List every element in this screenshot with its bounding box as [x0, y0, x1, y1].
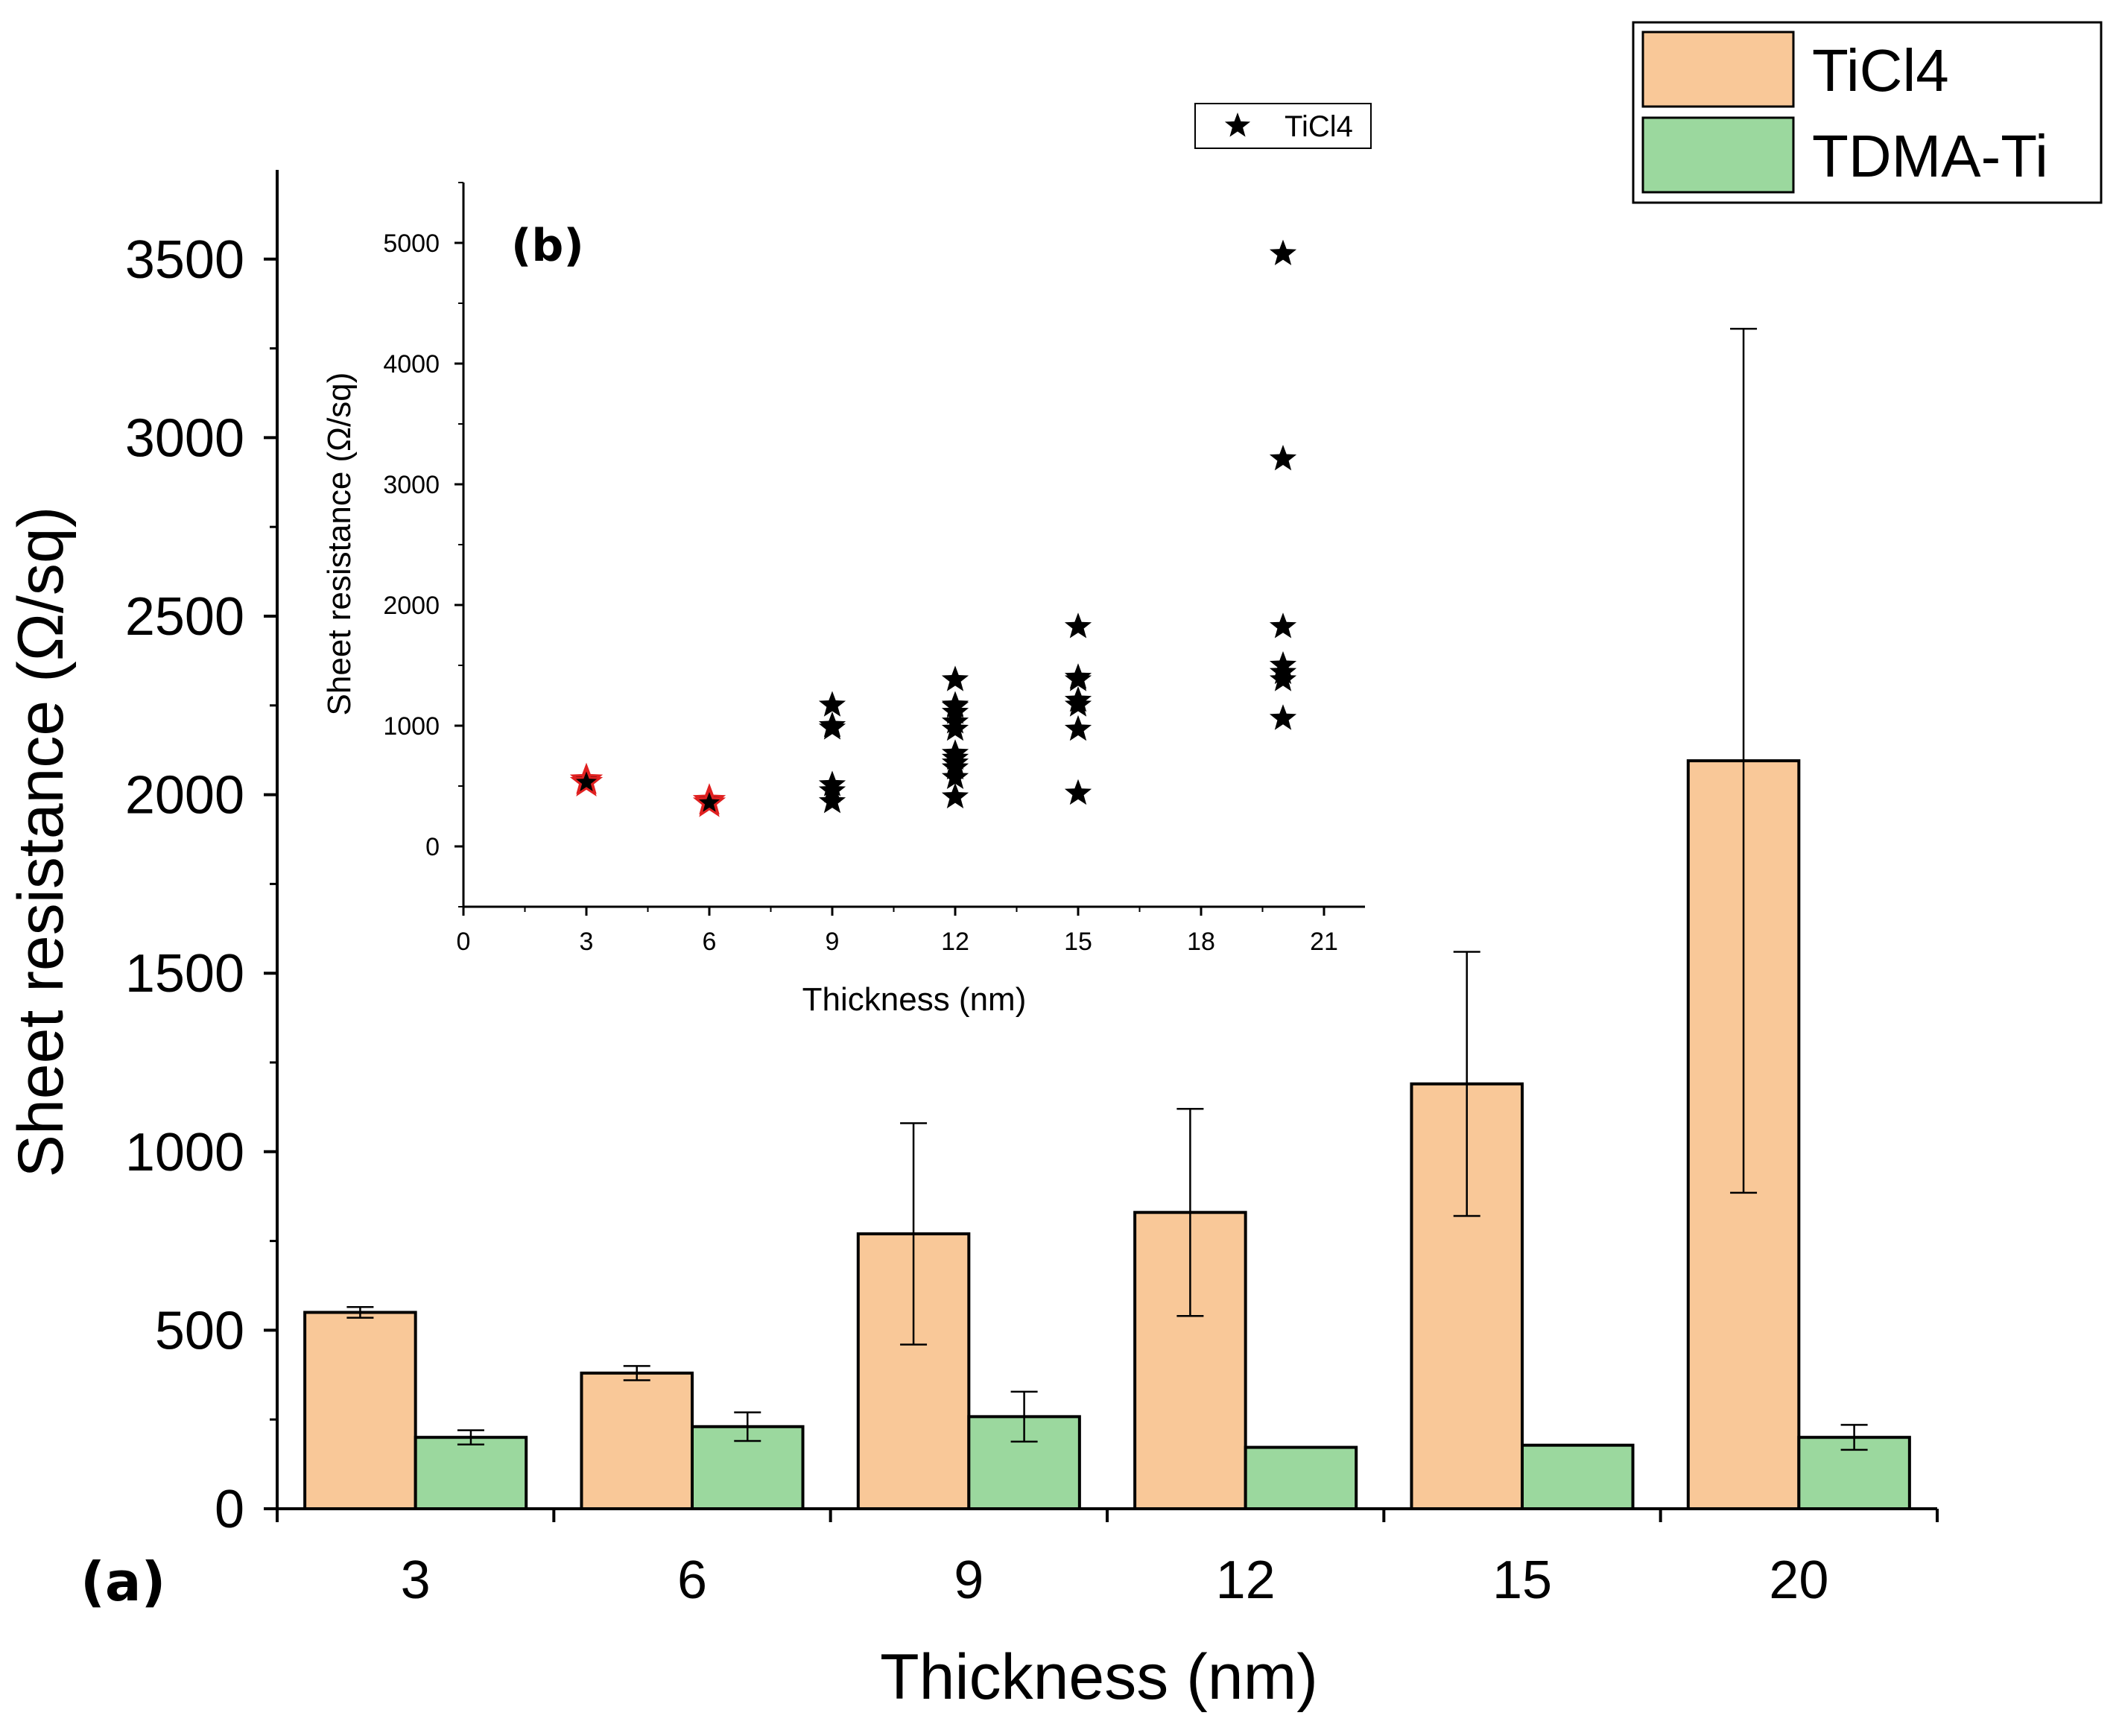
- main-legend: TiCl4 TDMA-Ti: [1632, 21, 2103, 204]
- scatter-point-ticl4: [941, 692, 969, 718]
- main-x-tick-label: 9: [954, 1550, 984, 1610]
- main-x-tick-label: 20: [1769, 1550, 1828, 1610]
- error-bar-tdma-ti: [457, 1429, 484, 1445]
- scatter-point-ticl4: [941, 763, 969, 789]
- scatter-point-ticl4: [818, 714, 846, 740]
- inset-legend-label: TiCl4: [1285, 110, 1353, 143]
- scatter-point-ticl4: [941, 782, 969, 808]
- bar-tdma-ti: [414, 1436, 528, 1511]
- scatter-point-ticl4: [1269, 704, 1297, 730]
- scatter-point-ticl4: [692, 785, 726, 817]
- inset-x-tick-label: 3: [580, 928, 594, 956]
- inset-x-tick-label: 18: [1187, 928, 1215, 956]
- inset-points: [569, 239, 1297, 817]
- main-y-tick-label: 0: [215, 1480, 244, 1539]
- main-y-tick-label: 500: [155, 1301, 244, 1360]
- inset-y-tick-label: 1000: [383, 712, 440, 741]
- scatter-point-ticl4: [1269, 612, 1297, 639]
- inset-x-tick-label: 9: [826, 928, 840, 956]
- legend-swatch-ticl4: [1641, 31, 1795, 108]
- legend-swatch-tdma-ti: [1641, 116, 1795, 194]
- main-x-tick-label: 15: [1492, 1550, 1552, 1610]
- inset-y-tick-label: 4000: [383, 350, 440, 378]
- error-bar-ticl4: [900, 1122, 928, 1346]
- bar-ticl4: [303, 1311, 417, 1510]
- inset-y-axis-title: Sheet resistance (Ω/sq): [321, 373, 358, 716]
- error-bar-ticl4: [1176, 1108, 1204, 1317]
- scatter-point-ticl4: [1269, 239, 1297, 265]
- inset-y-tick-label: 5000: [383, 229, 440, 258]
- error-bar-ticl4: [1453, 951, 1480, 1217]
- scatter-point-ticl4: [1269, 445, 1297, 471]
- error-bar-tdma-ti: [1840, 1424, 1868, 1451]
- legend-label-ticl4: TiCl4: [1812, 37, 1949, 104]
- inset-legend-frame: [1194, 103, 1372, 149]
- inset-x-tick-label: 15: [1064, 928, 1092, 956]
- panel-label-b: (b): [511, 220, 584, 272]
- main-x-tick-label: 3: [401, 1550, 431, 1610]
- main-y-tick-label: 2500: [125, 587, 244, 647]
- bar-tdma-ti: [1521, 1443, 1635, 1510]
- scatter-point-ticl4: [818, 788, 846, 814]
- main-y-tick-label: 1500: [125, 944, 244, 1004]
- error-bar-ticl4: [1730, 327, 1758, 1194]
- main-y-tick-label: 1000: [125, 1123, 244, 1182]
- inset-plot-area: 0 1000 2000 3000 4000 5000 0 3 6 9 12 15 18 21 Sheet…: [321, 182, 1365, 1018]
- main-x-axis-title: Thickness (nm): [880, 1641, 1318, 1713]
- inset-y-tick-label: 0: [425, 833, 440, 861]
- error-bar-ticl4: [346, 1306, 374, 1319]
- inset-x-ticks: 0 3 6 9 12 15 18 21: [457, 907, 1338, 956]
- inset-y-tick-label: 3000: [383, 471, 440, 499]
- error-bar-tdma-ti: [1010, 1390, 1038, 1443]
- scatter-point-ticl4: [1064, 665, 1092, 691]
- inset-x-tick-label: 0: [457, 928, 471, 956]
- panel-label-a: (a): [80, 1550, 165, 1613]
- main-x-tick-label: 6: [677, 1550, 707, 1610]
- inset-x-tick-label: 6: [703, 928, 717, 956]
- inset-background: [463, 183, 1365, 907]
- inset-legend: TiCl4: [1194, 103, 1372, 149]
- scatter-point-ticl4: [1064, 612, 1092, 639]
- main-x-tick-label: 12: [1216, 1550, 1276, 1610]
- legend-label-tdma-ti: TDMA-Ti: [1812, 123, 2048, 189]
- scatter-point-ticl4: [941, 665, 969, 691]
- scatter-point-ticl4: [941, 715, 969, 741]
- error-bar-ticl4: [623, 1365, 650, 1381]
- inset-legend-marker: [1224, 113, 1251, 137]
- main-x-ticks: 3 6 9 12 15 20: [276, 1509, 1939, 1610]
- inset-x-tick-label: 21: [1310, 928, 1338, 956]
- scatter-point-ticl4: [1064, 691, 1092, 717]
- inset-x-tick-label: 12: [941, 928, 969, 956]
- error-bar-tdma-ti: [734, 1411, 761, 1442]
- bar-tdma-ti: [1244, 1445, 1358, 1511]
- scatter-point-ticl4: [1064, 715, 1092, 741]
- main-y-tick-label: 3500: [125, 230, 244, 290]
- main-y-tick-label: 2000: [125, 766, 244, 826]
- inset-y-ticks: 0 1000 2000 3000 4000 5000: [383, 182, 463, 907]
- star-icon: [1224, 113, 1251, 137]
- main-y-tick-label: 3000: [125, 408, 244, 468]
- inset-y-tick-label: 2000: [383, 592, 440, 620]
- main-y-ticks: 0 500 1000 1500 2000 2500 3000 3500: [125, 230, 277, 1539]
- main-error-bars: [346, 327, 1868, 1451]
- scatter-point-ticl4: [1064, 779, 1092, 805]
- scatter-point-ticl4: [1269, 665, 1297, 691]
- bar-ticl4: [580, 1371, 694, 1511]
- scatter-point-ticl4: [818, 691, 846, 717]
- inset-x-axis-title: Thickness (nm): [802, 981, 1027, 1018]
- main-y-axis-title: Sheet resistance (Ω/sq): [5, 507, 77, 1178]
- scatter-point-ticl4: [569, 764, 604, 796]
